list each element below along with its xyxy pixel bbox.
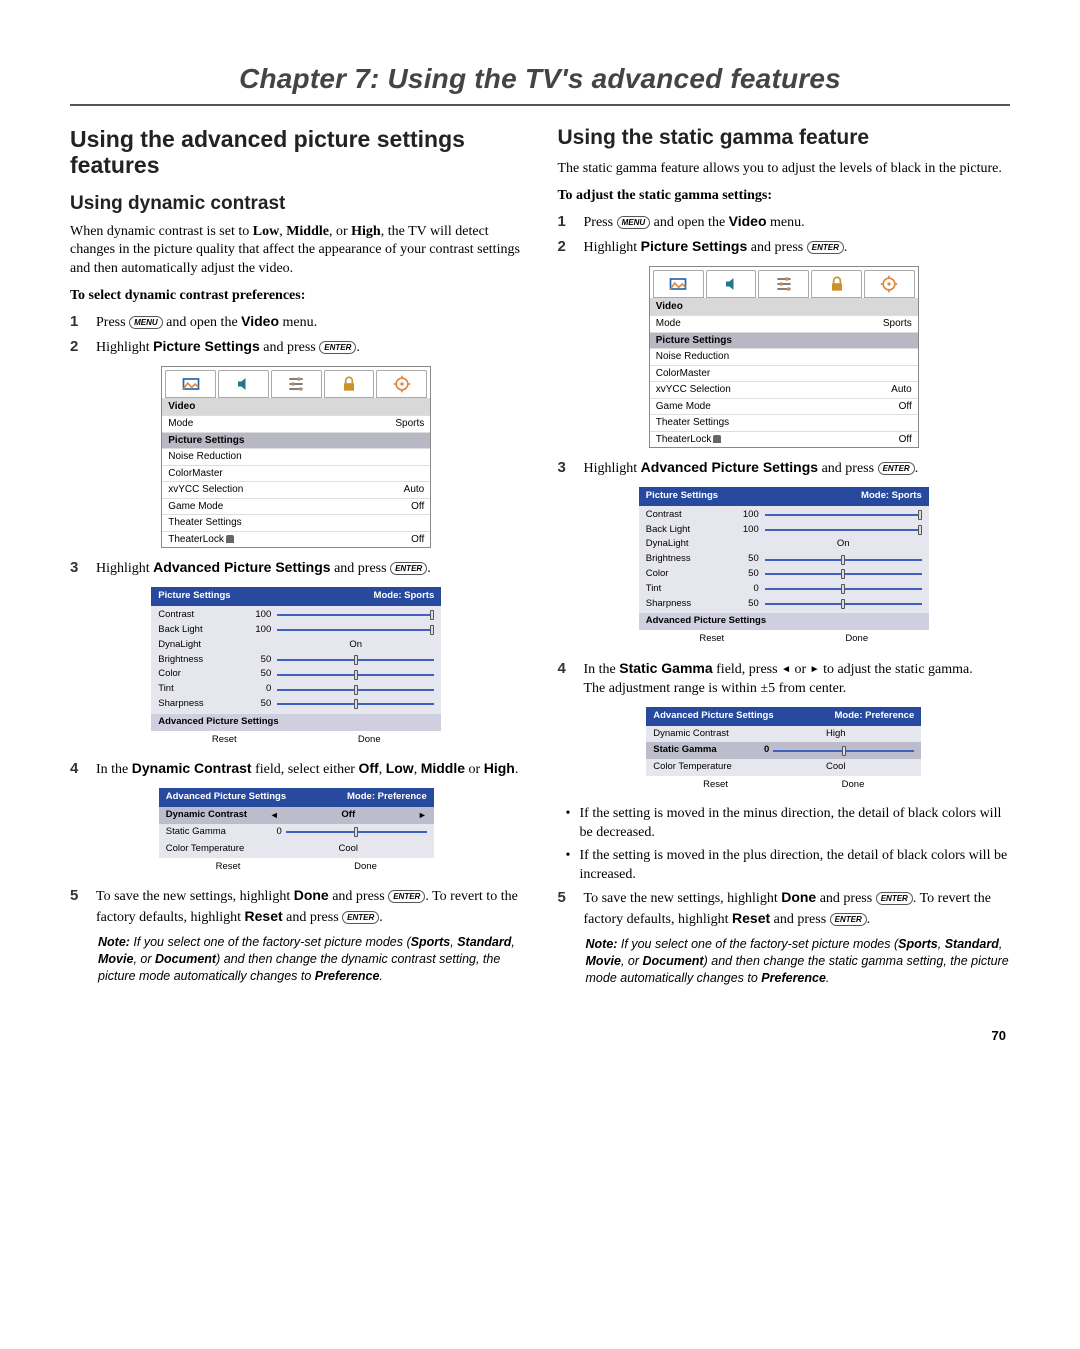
lead-bold: To select dynamic contrast preferences: — [70, 287, 523, 306]
tab-picture-icon — [653, 270, 704, 298]
tab-audio-icon — [218, 370, 269, 398]
note: Note: If you select one of the factory-s… — [98, 934, 523, 985]
tab-pref-icon — [864, 270, 915, 298]
menu-button-icon: MENU — [617, 216, 651, 229]
right-column: Using the static gamma feature The stati… — [558, 126, 1011, 987]
enter-button-icon: ENTER — [342, 911, 379, 924]
enter-button-icon: ENTER — [807, 241, 844, 254]
advanced-settings-figure-left: Advanced Picture SettingsMode: Preferenc… — [159, 788, 434, 876]
divider — [70, 104, 1010, 106]
intro-paragraph: When dynamic contrast is set to Low, Mid… — [70, 223, 523, 280]
tab-setup-icon — [271, 370, 322, 398]
lock-icon — [226, 535, 234, 543]
left-arrow-icon: ◄ — [781, 663, 791, 677]
video-menu-figure: Video ModeSports Picture Settings Noise … — [649, 266, 919, 449]
right-arrow-icon: ► — [418, 809, 427, 821]
enter-button-icon: ENTER — [388, 890, 425, 903]
step-2: 2 Highlight Picture Settings and press E… — [70, 337, 523, 358]
left-arrow-icon: ◄ — [270, 809, 279, 821]
subsection-heading: Using the static gamma feature — [558, 126, 1011, 150]
enter-button-icon: ENTER — [319, 341, 356, 354]
note: Note: If you select one of the factory-s… — [586, 936, 1011, 987]
right-arrow-icon: ► — [810, 663, 820, 677]
menu-row: Picture Settings — [162, 432, 430, 449]
lead-bold: To adjust the static gamma settings: — [558, 187, 1011, 206]
bullet-item: If the setting is moved in the minus dir… — [558, 805, 1011, 843]
tab-setup-icon — [758, 270, 809, 298]
subsection-heading: Using dynamic contrast — [70, 193, 523, 215]
advanced-settings-figure-right: Advanced Picture SettingsMode: Preferenc… — [646, 707, 921, 795]
step-1: 1 Press MENU and open the Video menu. — [558, 212, 1011, 233]
intro-paragraph: The static gamma feature allows you to a… — [558, 160, 1011, 179]
picture-settings-figure: Picture SettingsMode: Sports Contrast100… — [151, 587, 441, 749]
menu-row: xvYCC SelectionAuto — [162, 481, 430, 498]
enter-button-icon: ENTER — [830, 913, 867, 926]
bullet-item: If the setting is moved in the plus dire… — [558, 847, 1011, 885]
step-5: 5 To save the new settings, highlight Do… — [70, 886, 523, 928]
menu-row: Theater Settings — [162, 514, 430, 531]
menu-row: ColorMaster — [162, 465, 430, 482]
menu-row: ModeSports — [162, 415, 430, 432]
step-4: 4 In the Static Gamma field, press ◄ or … — [558, 659, 1011, 699]
enter-button-icon: ENTER — [876, 892, 913, 905]
tab-lock-icon — [324, 370, 375, 398]
left-column: Using the advanced picture settings feat… — [70, 126, 523, 987]
menu-header: Video — [162, 398, 430, 416]
enter-button-icon: ENTER — [878, 462, 915, 475]
step-3: 3 Highlight Advanced Picture Settings an… — [70, 558, 523, 579]
menu-row: TheaterLockOff — [162, 531, 430, 548]
step-5: 5 To save the new settings, highlight Do… — [558, 888, 1011, 930]
menu-row: Noise Reduction — [162, 448, 430, 465]
tab-audio-icon — [706, 270, 757, 298]
menu-row: Game ModeOff — [162, 498, 430, 515]
section-heading: Using the advanced picture settings feat… — [70, 126, 523, 179]
step-4: 4 In the Dynamic Contrast field, select … — [70, 759, 523, 780]
page-number: 70 — [70, 1027, 1010, 1045]
step-1: 1 Press MENU and open the Video menu. — [70, 312, 523, 333]
tab-pref-icon — [376, 370, 427, 398]
tab-lock-icon — [811, 270, 862, 298]
lock-icon — [713, 435, 721, 443]
enter-button-icon: ENTER — [390, 562, 427, 575]
video-menu-figure: Video ModeSports Picture Settings Noise … — [161, 366, 431, 549]
menu-button-icon: MENU — [129, 316, 163, 329]
chapter-title: Chapter 7: Using the TV's advanced featu… — [70, 60, 1010, 98]
picture-settings-figure: Picture SettingsMode: Sports Contrast100… — [639, 487, 929, 649]
tab-picture-icon — [165, 370, 216, 398]
step-3: 3 Highlight Advanced Picture Settings an… — [558, 458, 1011, 479]
step-2: 2 Highlight Picture Settings and press E… — [558, 237, 1011, 258]
